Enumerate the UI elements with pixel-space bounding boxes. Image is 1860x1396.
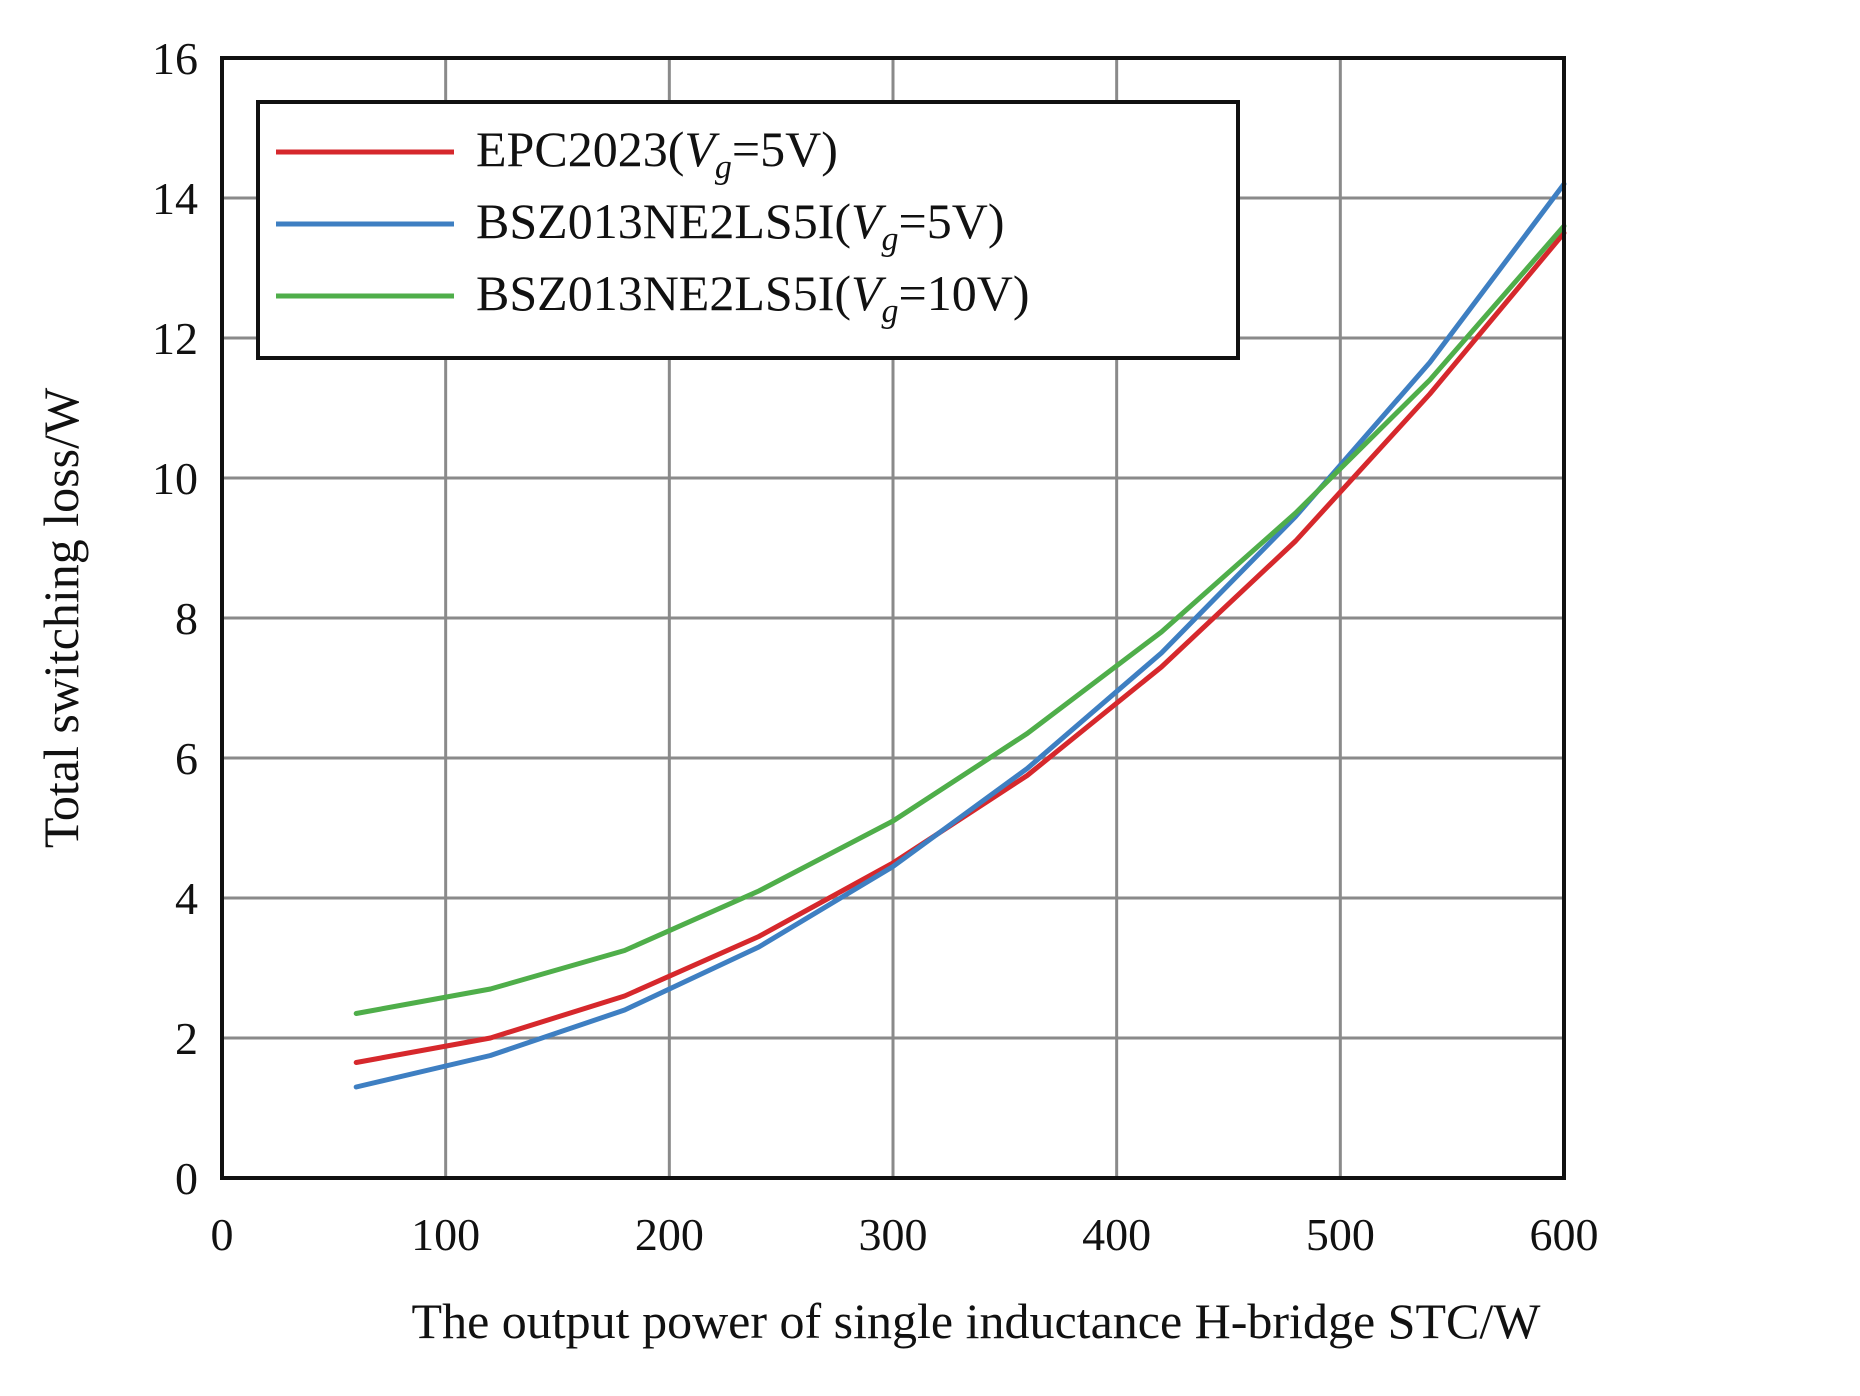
y-tick-label: 2 <box>175 1013 198 1064</box>
legend-label-var: V <box>684 121 720 177</box>
y-tick-label: 16 <box>152 33 198 84</box>
x-axis-title: The output power of single inductance H-… <box>412 1293 1542 1349</box>
x-tick-label: 100 <box>411 1209 480 1260</box>
x-tick-label: 400 <box>1082 1209 1151 1260</box>
legend-label-sub: g <box>882 221 899 258</box>
legend-label: BSZ013NE2LS5I(Vg=10V) <box>476 265 1030 330</box>
tick-labels: 0 100 200 300 400 500 600 0 2 4 6 8 10 12 14 16 <box>152 33 1599 1260</box>
legend-label-prefix: EPC2023( <box>476 121 684 177</box>
y-tick-label: 14 <box>152 173 198 224</box>
x-tick-label: 300 <box>859 1209 928 1260</box>
legend-label-suffix: =10V) <box>899 265 1030 321</box>
x-tick-label: 0 <box>211 1209 234 1260</box>
legend: EPC2023(Vg=5V)BSZ013NE2LS5I(Vg=5V)BSZ013… <box>256 100 1240 360</box>
legend-label-suffix: =5V) <box>732 121 838 177</box>
series-lines <box>353 181 1567 1090</box>
legend-label-sub: g <box>882 293 899 330</box>
legend-label-var: V <box>851 193 887 249</box>
y-tick-label: 0 <box>175 1153 198 1204</box>
x-tick-label: 200 <box>635 1209 704 1260</box>
series-line-bsz013ne2ls5i-vg-10v- <box>353 223 1567 1016</box>
legend-label-sub: g <box>715 149 732 186</box>
legend-label-prefix: BSZ013NE2LS5I( <box>476 265 851 321</box>
y-tick-label: 6 <box>175 733 198 784</box>
x-tick-label: 600 <box>1530 1209 1599 1260</box>
legend-label-prefix: BSZ013NE2LS5I( <box>476 193 851 249</box>
x-tick-label: 500 <box>1306 1209 1375 1260</box>
y-axis-title: Total switching loss/W <box>33 387 89 848</box>
legend-entries: EPC2023(Vg=5V)BSZ013NE2LS5I(Vg=5V)BSZ013… <box>276 121 1030 330</box>
plot-area-frame <box>220 56 1566 1180</box>
y-tick-label: 8 <box>175 593 198 644</box>
y-tick-label: 10 <box>152 453 198 504</box>
legend-label: BSZ013NE2LS5I(Vg=5V) <box>476 193 1005 258</box>
legend-box <box>256 100 1240 360</box>
y-tick-label: 4 <box>175 873 198 924</box>
series-line-bsz013ne2ls5i-vg-5v- <box>353 181 1567 1090</box>
legend-label-suffix: =5V) <box>899 193 1005 249</box>
legend-label: EPC2023(Vg=5V) <box>476 121 838 186</box>
legend-label-var: V <box>851 265 887 321</box>
y-tick-label: 12 <box>152 313 198 364</box>
